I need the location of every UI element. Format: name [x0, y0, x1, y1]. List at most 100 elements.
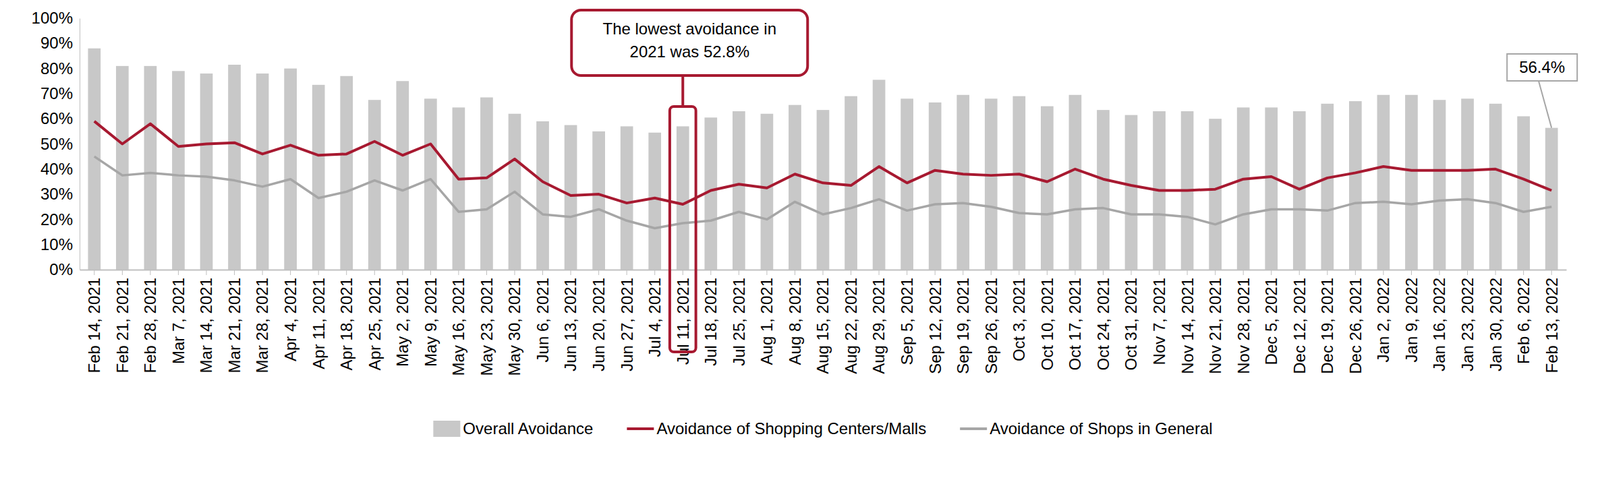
x-tick-label: Mar 28, 2021: [252, 277, 272, 374]
line: [94, 121, 1552, 205]
x-tick-label: Aug 22, 2021: [841, 277, 861, 375]
line: [94, 156, 1552, 228]
x-tick-label: Jan 23, 2022: [1458, 277, 1477, 372]
bar: [200, 73, 214, 270]
bar: [1069, 95, 1082, 270]
legend-item: Avoidance of Shops in General: [959, 419, 1213, 438]
bar: [1489, 103, 1503, 270]
y-tick-label: 40%: [40, 159, 73, 179]
bar: [620, 126, 634, 270]
x-tick-label: Oct 17, 2021: [1065, 277, 1084, 371]
annotation-box: [571, 10, 808, 76]
x-tick: Nov 21, 2021: [1206, 269, 1225, 375]
x-tick-label: Jul 18, 2021: [701, 277, 720, 367]
annotation-connector: [681, 75, 684, 107]
x-tick: Oct 31, 2021: [1121, 269, 1140, 371]
bar: [1433, 99, 1447, 270]
x-tick: Feb 21, 2021: [113, 269, 132, 374]
x-tick: Mar 28, 2021: [252, 269, 272, 374]
x-tick-label: Mar 21, 2021: [225, 277, 244, 374]
y-tick: 0%: [49, 260, 80, 279]
x-tick-mark: [234, 269, 235, 276]
bar: [1461, 98, 1474, 270]
bar: [339, 76, 353, 270]
y-tick: 70%: [40, 84, 80, 103]
x-tick: Oct 10, 2021: [1038, 269, 1057, 371]
x-tick-mark: [205, 269, 207, 276]
x-tick-mark: [1382, 269, 1384, 276]
y-tick: 10%: [40, 235, 80, 254]
bar: [144, 66, 158, 270]
x-tick: Mar 14, 2021: [196, 269, 216, 374]
x-tick: Jul 11, 2021: [673, 269, 693, 365]
x-tick-label: Apr 4, 2021: [281, 277, 300, 362]
y-tick-label: 70%: [40, 84, 73, 103]
x-tick-mark: [738, 269, 740, 276]
legend-label: Overall Avoidance: [462, 419, 593, 438]
x-tick-label: Jan 30, 2022: [1486, 277, 1505, 372]
x-tick: Feb 28, 2021: [140, 269, 160, 374]
x-tick: Jan 30, 2022: [1486, 269, 1505, 372]
y-tick-label: 50%: [40, 134, 73, 154]
x-tick-label: Nov 21, 2021: [1206, 277, 1225, 375]
x-tick-label: Sep 12, 2021: [926, 277, 945, 375]
bar: [1545, 128, 1559, 270]
x-tick-mark: [906, 269, 908, 276]
x-tick-mark: [710, 269, 711, 276]
legend-label: Avoidance of Shopping Centers/Malls: [656, 419, 927, 438]
bar: [1125, 115, 1138, 270]
x-tick-label: Oct 3, 2021: [1009, 277, 1028, 362]
x-tick: May 16, 2021: [449, 269, 468, 376]
x-tick: Jan 2, 2022: [1374, 269, 1393, 363]
x-tick: Apr 18, 2021: [337, 269, 356, 371]
y-axis-line: [79, 18, 81, 271]
bar: [592, 131, 606, 270]
x-tick-mark: [626, 269, 628, 276]
bar: [1208, 118, 1222, 270]
x-tick-mark: [822, 269, 824, 276]
x-tick: May 30, 2021: [505, 269, 524, 376]
x-tick-label: Nov 28, 2021: [1234, 277, 1253, 375]
x-tick-label: Nov 14, 2021: [1177, 277, 1196, 375]
bar: [816, 109, 830, 270]
x-tick-label: Nov 7, 2021: [1150, 277, 1169, 365]
x-tick-label: Feb 28, 2021: [140, 277, 160, 374]
bar: [984, 98, 998, 270]
x-tick-mark: [570, 269, 572, 276]
x-tick-label: Mar 7, 2021: [169, 277, 188, 365]
x-tick-mark: [962, 269, 964, 276]
annotation-highlight: [669, 106, 697, 353]
legend-label: Avoidance of Shops in General: [989, 419, 1213, 438]
y-tick: 50%: [40, 134, 80, 154]
x-tick-mark: [1046, 269, 1048, 276]
x-tick: Oct 24, 2021: [1094, 269, 1113, 371]
x-tick: Aug 22, 2021: [841, 269, 861, 375]
y-tick: 60%: [40, 109, 80, 128]
x-tick-mark: [149, 269, 151, 276]
bar: [648, 132, 662, 270]
x-tick: Dec 12, 2021: [1290, 269, 1309, 375]
x-tick-mark: [1214, 269, 1216, 276]
x-tick-mark: [1467, 269, 1468, 276]
x-tick: Jun 6, 2021: [533, 269, 552, 363]
x-tick: Jul 18, 2021: [701, 269, 720, 367]
x-tick-mark: [1187, 269, 1188, 276]
bar: [760, 113, 774, 270]
x-tick-mark: [1439, 269, 1441, 276]
x-tick-label: Aug 29, 2021: [869, 277, 888, 375]
legend-swatch: [626, 427, 654, 431]
x-tick: Jun 13, 2021: [561, 269, 580, 372]
x-tick-label: Jun 13, 2021: [561, 277, 580, 372]
x-tick-label: Apr 18, 2021: [337, 277, 356, 371]
x-tick: Feb 6, 2022: [1514, 269, 1533, 365]
x-tick: Sep 5, 2021: [897, 269, 917, 365]
x-tick-mark: [122, 269, 123, 276]
x-tick-mark: [766, 269, 767, 276]
x-tick: Sep 19, 2021: [953, 269, 973, 375]
x-tick-label: Apr 25, 2021: [365, 277, 384, 371]
annotations: The lowest avoidance in2021 was 52.8%56.…: [571, 10, 1578, 353]
x-tick-mark: [1551, 269, 1553, 276]
x-tick-mark: [1299, 269, 1300, 276]
x-tick-mark: [1158, 269, 1160, 276]
x-tick-mark: [1411, 269, 1412, 276]
